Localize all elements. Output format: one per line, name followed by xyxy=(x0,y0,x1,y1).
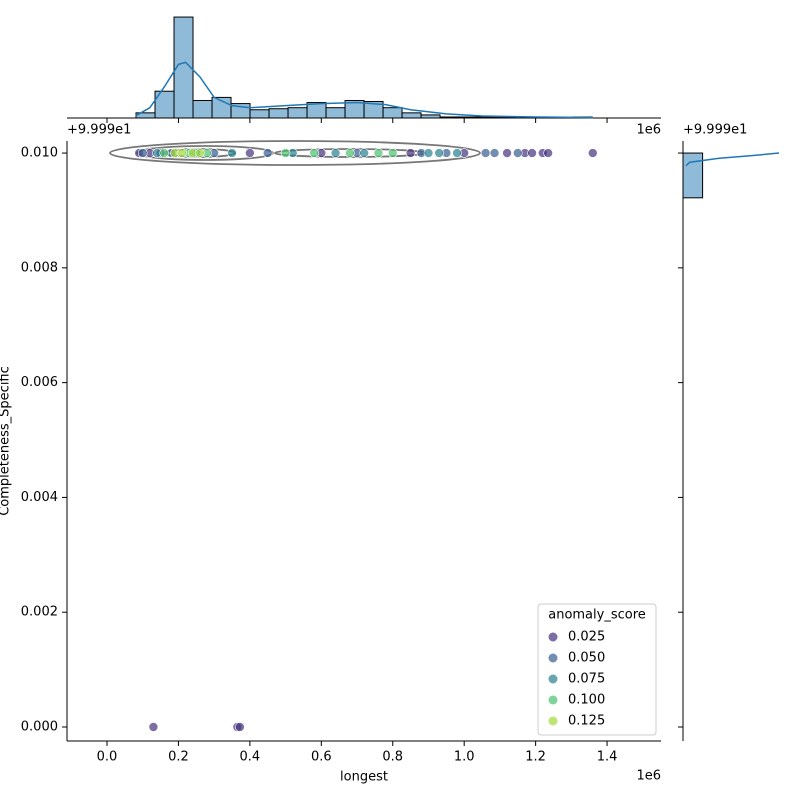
scatter-point xyxy=(262,148,273,158)
scatter-point xyxy=(512,148,523,158)
scatter-point xyxy=(373,148,384,158)
legend-marker xyxy=(548,716,558,726)
scatter-point xyxy=(148,722,159,732)
scatter-point xyxy=(434,148,444,158)
scatter-point xyxy=(452,148,462,158)
histogram-bar xyxy=(325,107,346,119)
kde-line xyxy=(685,152,780,167)
top-offset-label: 1e6 xyxy=(636,123,661,138)
x-offset-label: 1e6 xyxy=(636,769,661,784)
histogram-bar xyxy=(287,107,308,119)
x-tick-label: 0.2 xyxy=(168,750,189,765)
scatter-point xyxy=(480,148,491,158)
legend-marker xyxy=(548,674,558,684)
histogram-bar xyxy=(192,99,213,119)
scatter-point xyxy=(137,148,148,158)
scatter-point xyxy=(280,148,291,158)
kde-line xyxy=(135,61,593,119)
scatter-point xyxy=(587,148,598,158)
right-offset-label: +9.999e1 xyxy=(683,123,747,138)
scatter-point xyxy=(387,148,398,158)
histogram-bar xyxy=(458,116,479,119)
legend-label: 0.075 xyxy=(568,672,605,687)
scatter-point xyxy=(159,148,169,158)
scatter-point xyxy=(359,148,369,158)
legend-label: 0.050 xyxy=(568,651,605,666)
legend-label: 0.125 xyxy=(568,714,605,729)
histogram-bar xyxy=(382,107,403,119)
histogram-bar xyxy=(249,109,270,119)
scatter-point xyxy=(405,148,416,158)
scatter-point xyxy=(309,148,319,158)
x-axis-label: longest xyxy=(340,770,388,785)
legend-marker xyxy=(548,695,558,705)
scatter-point xyxy=(502,148,512,158)
y-tick-label: 0.008 xyxy=(21,260,58,275)
legend-marker xyxy=(548,653,558,663)
scatter-point xyxy=(543,148,553,158)
x-tick-label: 0.0 xyxy=(97,750,118,765)
scatter-point xyxy=(227,148,237,158)
histogram-bar xyxy=(268,108,289,119)
scatter-point xyxy=(195,148,205,158)
contour xyxy=(109,140,481,166)
x-tick-label: 0.4 xyxy=(240,750,261,765)
histogram-bar xyxy=(420,114,441,119)
x-tick-label: 1.2 xyxy=(525,750,546,765)
scatter-point xyxy=(177,148,187,158)
y-tick-label: 0.002 xyxy=(21,605,58,620)
histogram-bar xyxy=(401,112,422,119)
x-tick-label: 1.4 xyxy=(597,750,618,765)
histogram-bar xyxy=(682,152,704,199)
scatter-point xyxy=(330,148,341,158)
scatter-point xyxy=(245,148,255,158)
y-tick-label: 0.006 xyxy=(21,375,58,390)
histogram-bar xyxy=(173,16,194,119)
y-tick-label: 0.000 xyxy=(21,719,58,734)
scatter-point xyxy=(423,148,434,158)
scatter-point xyxy=(527,148,537,158)
x-tick-label: 0.6 xyxy=(311,750,332,765)
y-axis-label: Completeness_Specific xyxy=(0,366,13,516)
histogram-bar xyxy=(477,116,498,119)
scatter-point xyxy=(235,722,245,732)
legend-marker xyxy=(548,632,558,642)
y-tick-label: 0.004 xyxy=(21,490,58,505)
x-tick-label: 1.0 xyxy=(454,750,475,765)
legend-label: 0.100 xyxy=(568,693,605,708)
legend-title: anomaly_score xyxy=(548,608,646,623)
scatter-point xyxy=(345,148,355,158)
legend-label: 0.025 xyxy=(568,630,605,645)
y-offset-label: +9.999e1 xyxy=(67,123,131,138)
y-tick-label: 0.010 xyxy=(21,146,58,161)
legend-box xyxy=(537,603,657,736)
histogram-bar xyxy=(439,116,460,119)
scatter-point xyxy=(489,148,500,158)
x-tick-label: 0.8 xyxy=(382,750,403,765)
